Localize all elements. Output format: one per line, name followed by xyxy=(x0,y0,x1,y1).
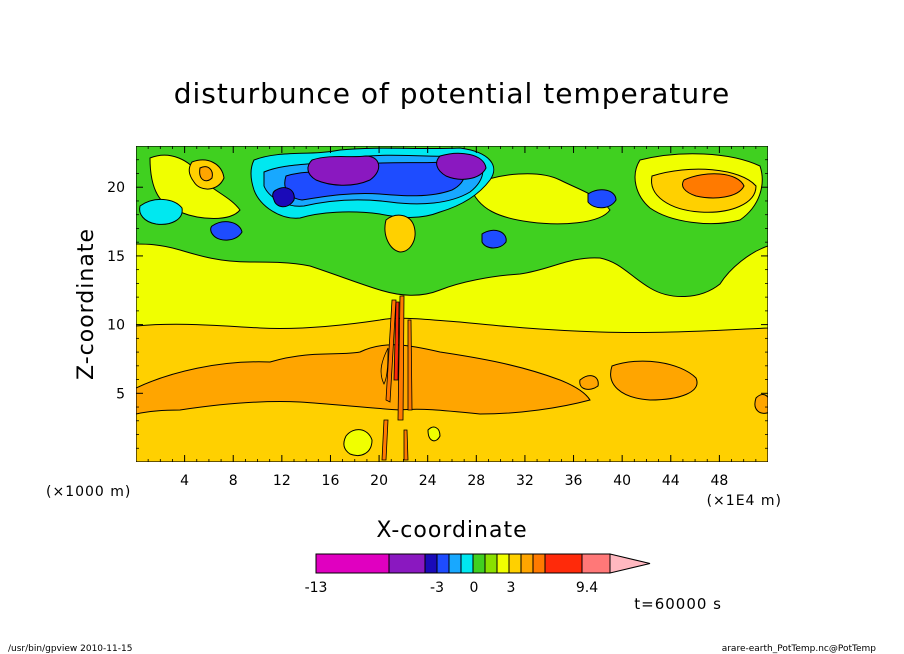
blue-blob-right xyxy=(587,189,617,209)
colorbar-segment xyxy=(388,553,426,574)
x-tick-label: 8 xyxy=(229,473,238,489)
colorbar-segment xyxy=(496,553,510,574)
x-tick-label: 32 xyxy=(516,473,534,489)
x-tick-label: 4 xyxy=(180,473,189,489)
y-axis-label: Z-coordinate xyxy=(74,228,99,380)
orange-blob-right-small xyxy=(579,375,599,390)
colorbar-segment xyxy=(436,553,450,574)
y-tick-label: 20 xyxy=(107,180,125,196)
x-tick-label: 16 xyxy=(322,473,340,489)
yellow-blob-lower-right xyxy=(427,426,441,442)
x-tick-label: 28 xyxy=(467,473,485,489)
orange-band xyxy=(136,344,591,415)
footer-right: arare-earth_PotTemp.nc@PotTemp xyxy=(722,644,877,654)
colorbar-segment xyxy=(532,553,546,574)
x-tick-label: 12 xyxy=(273,473,291,489)
orange-blob-edge xyxy=(754,394,768,414)
colorbar-segment xyxy=(460,553,474,574)
darkorange-patch-right xyxy=(682,173,745,199)
navy-blob xyxy=(272,187,295,208)
colorbar-segment xyxy=(424,553,438,574)
x-tick-label: 20 xyxy=(370,473,388,489)
colorbar-segment xyxy=(472,553,486,574)
colorbar-segment xyxy=(520,553,534,574)
colorbar-segment xyxy=(315,553,390,574)
yellow-blob-lower-left xyxy=(343,429,373,456)
purple-region-center xyxy=(307,155,380,186)
orange-dot-left xyxy=(199,166,213,182)
colorbar-segment xyxy=(508,553,522,574)
x-tick-label: 44 xyxy=(662,473,680,489)
y-tick-label: 5 xyxy=(116,386,125,402)
plume-streaks xyxy=(380,295,413,461)
colorbar-arrow xyxy=(609,553,651,574)
x-axis-label: X-coordinate xyxy=(376,518,527,543)
plot-area xyxy=(136,146,768,462)
y-tick-label: 15 xyxy=(107,249,125,265)
yellow-patch-mid xyxy=(469,173,611,225)
colorbar-segment xyxy=(448,553,462,574)
colorbar-label: 0 xyxy=(470,580,479,596)
x-tick-label: 40 xyxy=(613,473,631,489)
colorbar-segment xyxy=(544,553,583,574)
colorbar-label: 9.4 xyxy=(576,580,598,596)
blue-blob-left xyxy=(210,221,243,241)
cyan-region-left xyxy=(139,199,183,225)
y-tick-label: 10 xyxy=(107,318,125,334)
purple-region-right xyxy=(436,152,487,180)
colorbar-label: -13 xyxy=(305,580,328,596)
blue-blob-mid xyxy=(481,229,507,249)
time-annotation: t=60000 s xyxy=(634,595,722,613)
colorbar-segment xyxy=(581,553,611,574)
x-tick-label: 24 xyxy=(419,473,437,489)
x-unit-right: (×1E4 m) xyxy=(707,493,782,509)
x-unit-left: (×1000 m) xyxy=(46,484,131,500)
x-tick-label: 48 xyxy=(710,473,728,489)
colorbar-label: -3 xyxy=(430,580,444,596)
colorbar-label: 3 xyxy=(507,580,516,596)
orange-blob-right xyxy=(610,360,698,401)
footer-left: /usr/bin/gpview 2010-11-15 xyxy=(8,644,132,654)
colorbar-segment xyxy=(484,553,498,574)
colorbar: -13 -3 0 3 9.4 xyxy=(305,553,651,596)
chart-title: disturbunce of potential temperature xyxy=(174,77,731,110)
gold-blob-center xyxy=(384,214,416,253)
x-tick-label: 36 xyxy=(565,473,583,489)
